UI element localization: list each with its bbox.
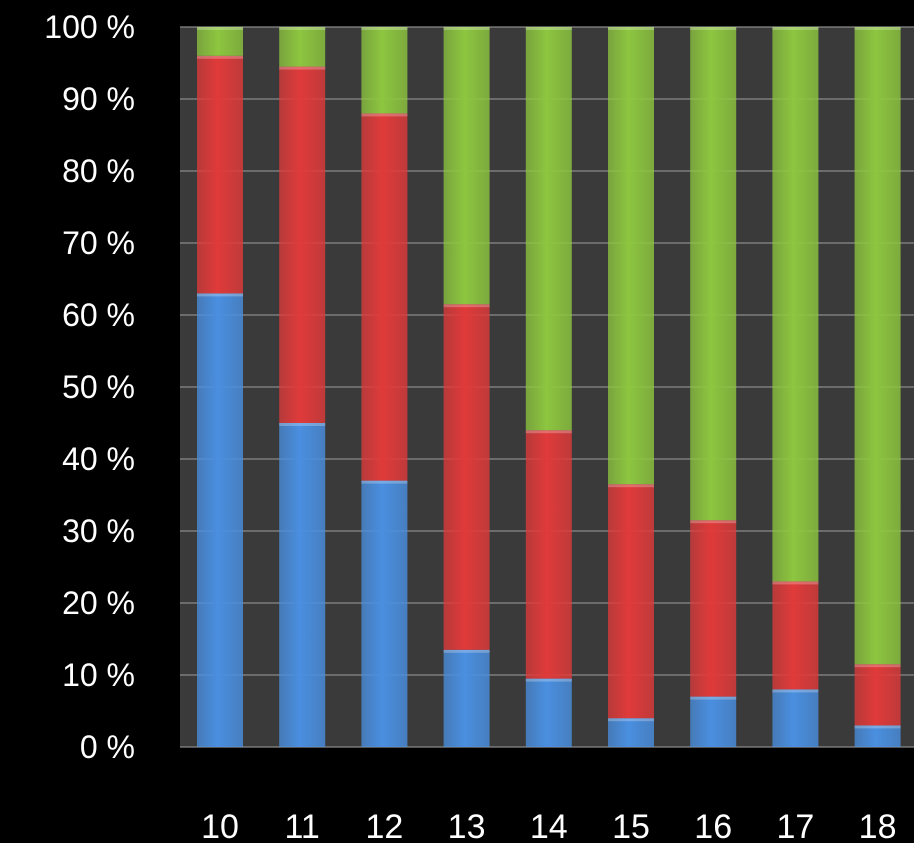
bar-segment (197, 27, 243, 56)
y-tick-label: 0 % (80, 729, 135, 765)
y-tick-label: 30 % (62, 513, 135, 549)
bar-segment (854, 27, 901, 665)
x-axis-category-labels: 10 11 12 13 14 15 16 17 18 (201, 808, 896, 843)
bar-segment-highlight (361, 113, 408, 117)
bar-segment-highlight (443, 304, 490, 308)
bar-segment (772, 27, 819, 582)
bar-segment-highlight (772, 689, 819, 693)
bar-segment-highlight (279, 423, 326, 426)
x-category-label: 16 (694, 808, 732, 843)
bar-segment-highlight (690, 696, 737, 700)
bar-segment (608, 27, 654, 485)
bar-segment (197, 55, 243, 294)
bar-segment-highlight (772, 581, 819, 585)
x-category-label: 12 (365, 808, 403, 843)
bar-segment-highlight (608, 484, 654, 488)
y-axis-tick-labels: 0 % 10 % 20 % 30 % 40 % 50 % 60 % 70 % 80 % 90 % 1… (44, 9, 135, 765)
bar-segment (197, 293, 243, 747)
bar-segment (690, 520, 737, 697)
bar-segment (361, 27, 408, 114)
bar-segment (525, 678, 572, 747)
bar-segment-highlight (525, 678, 572, 682)
y-tick-label: 60 % (62, 297, 135, 333)
bar-segment-highlight (197, 27, 243, 30)
y-tick-label: 80 % (62, 153, 135, 189)
y-tick-label: 100 % (44, 9, 135, 45)
bar-segment (279, 423, 326, 747)
bar-segment (443, 304, 490, 650)
bar-segment-highlight (854, 664, 901, 668)
x-category-label: 13 (448, 808, 486, 843)
bar-segment-highlight (197, 55, 243, 59)
bar-segment-highlight (279, 66, 326, 70)
bar-segment-highlight (525, 27, 572, 30)
x-category-label: 18 (859, 808, 897, 843)
x-category-label: 15 (612, 808, 650, 843)
bar-segment (608, 484, 654, 719)
bar-segment (608, 718, 654, 747)
x-category-label: 14 (530, 808, 568, 843)
bar-segment-highlight (690, 520, 737, 524)
bars (197, 27, 901, 747)
bar-segment-highlight (525, 430, 572, 434)
bar-segment-highlight (854, 27, 901, 30)
bar-segment-highlight (443, 649, 490, 653)
bar-segment-highlight (361, 480, 408, 484)
bar-segment (279, 66, 326, 423)
y-tick-label: 50 % (62, 369, 135, 405)
x-category-label: 10 (201, 808, 239, 843)
bar-segment-highlight (608, 27, 654, 30)
y-tick-label: 90 % (62, 81, 135, 117)
y-tick-label: 70 % (62, 225, 135, 261)
bar-segment (361, 480, 408, 747)
bar-segment-highlight (854, 725, 901, 729)
bar-segment (525, 27, 572, 431)
bar-segment (443, 649, 490, 747)
bar-segment (772, 581, 819, 690)
bar-segment (772, 689, 819, 747)
bar-segment-highlight (690, 27, 737, 30)
bar-segment (525, 430, 572, 679)
bar-segment (279, 27, 326, 67)
bar-segment (854, 725, 901, 747)
bar-segment-highlight (361, 27, 408, 30)
bar-segment (361, 113, 408, 481)
bar-segment-highlight (279, 27, 326, 30)
x-category-label: 17 (776, 808, 814, 843)
bar-segment-highlight (443, 27, 490, 30)
bar-segment-highlight (197, 293, 243, 297)
bar-segment (443, 27, 490, 305)
y-tick-label: 40 % (62, 441, 135, 477)
bar-segment (690, 696, 737, 747)
bar-segment (690, 27, 737, 521)
bar-segment-highlight (772, 27, 819, 30)
x-category-label: 11 (285, 808, 320, 843)
bar-segment-highlight (608, 718, 654, 722)
y-tick-label: 10 % (62, 657, 135, 693)
bar-segment (854, 664, 901, 726)
y-tick-label: 20 % (62, 585, 135, 621)
